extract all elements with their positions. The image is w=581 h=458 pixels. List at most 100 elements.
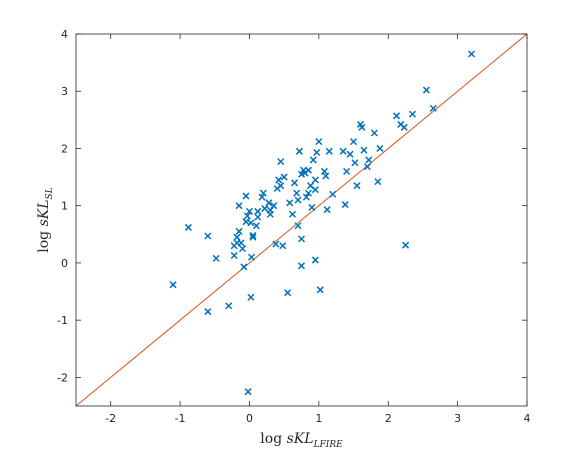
data-point [212,254,220,262]
data-point [422,86,430,94]
data-point [329,190,337,198]
data-point [365,156,373,164]
data-point [249,231,257,239]
data-point [266,206,274,214]
data-point [249,233,257,241]
data-point [279,242,287,250]
data-point [402,241,410,249]
data-point [233,233,241,241]
data-point [248,253,256,261]
x-axis-label: log sKLLFIRE [260,431,343,450]
data-point [254,213,262,221]
y-axis-label-group: log sKLSL [36,187,55,252]
x-axis-label-prefix: log [260,431,286,447]
data-point [374,178,382,186]
data-point [286,199,294,207]
data-point [346,150,354,158]
data-point [311,176,319,184]
y-tick-label: 2 [61,142,68,155]
y-tick-label: 1 [61,200,68,213]
identity-line [75,33,528,407]
data-point [350,138,358,146]
data-point [204,308,212,316]
data-point [393,112,401,120]
data-point [169,281,177,289]
data-point [254,207,262,215]
data-point [323,206,331,214]
x-tick-label: -1 [175,412,186,425]
x-axis-label-subscript: LFIRE [313,440,344,450]
y-tick-label: 3 [61,85,68,98]
data-point [277,182,285,190]
data-point [339,147,347,155]
data-point [270,202,278,210]
y-axis-label-prefix: log [36,226,52,252]
y-tick-label: 4 [61,28,68,41]
y-tick-label: -1 [57,314,68,327]
data-point [277,158,285,166]
data-point [429,104,437,112]
axes-box [75,33,528,407]
data-point [294,196,302,204]
data-point [261,205,269,213]
data-point [325,147,333,155]
data-point [244,388,252,396]
data-point [245,207,253,215]
x-tick-label: 4 [524,412,531,425]
data-point [304,166,312,174]
data-point [400,123,408,131]
data-point [259,189,267,197]
data-point [304,189,312,197]
data-point [351,159,359,167]
data-point [237,239,245,247]
data-point [341,201,349,209]
y-axis-label-subscript: SL [45,187,55,199]
data-point [467,50,476,58]
y-axis-label: log sKLSL [36,187,55,252]
data-point [247,293,255,301]
data-point [280,173,288,181]
data-point [242,192,250,200]
data-point [235,202,243,210]
data-point [230,251,238,260]
data-point [360,146,368,154]
data-point [311,186,319,194]
y-tick-label: -2 [57,371,68,384]
data-point [293,189,301,197]
data-point [184,223,192,231]
data-point [363,163,371,171]
data-point [275,176,283,184]
data-point [294,222,302,230]
data-point [358,123,366,131]
x-tick-label: 1 [315,412,322,425]
data-point [225,302,233,310]
data-point [353,182,361,190]
data-point [302,193,310,201]
data-point [247,219,255,227]
data-point [309,156,317,164]
data-point [311,256,319,264]
data-point [297,235,306,243]
data-point [265,199,273,207]
data-point [284,289,292,297]
x-tick-label: 2 [385,412,392,425]
data-point [343,167,351,175]
data-point [235,227,243,235]
data-point [252,222,260,230]
data-point [315,138,323,146]
y-axis-ticks: -2 -1 0 1 2 3 4 [57,28,527,384]
y-axis-label-symbol: sKL [36,199,52,226]
data-point [322,172,330,180]
plot-content [75,33,528,407]
x-axis-ticks: -2 -1 0 1 2 3 4 [105,34,531,425]
x-axis-label-symbol: sKL [287,431,314,447]
x-tick-label: 0 [246,412,253,425]
data-point [295,147,303,155]
data-point [291,179,299,187]
data-point [258,193,266,201]
data-point [316,286,324,294]
data-point [370,129,378,137]
x-tick-label: -2 [105,412,116,425]
y-tick-label: 0 [61,257,68,270]
